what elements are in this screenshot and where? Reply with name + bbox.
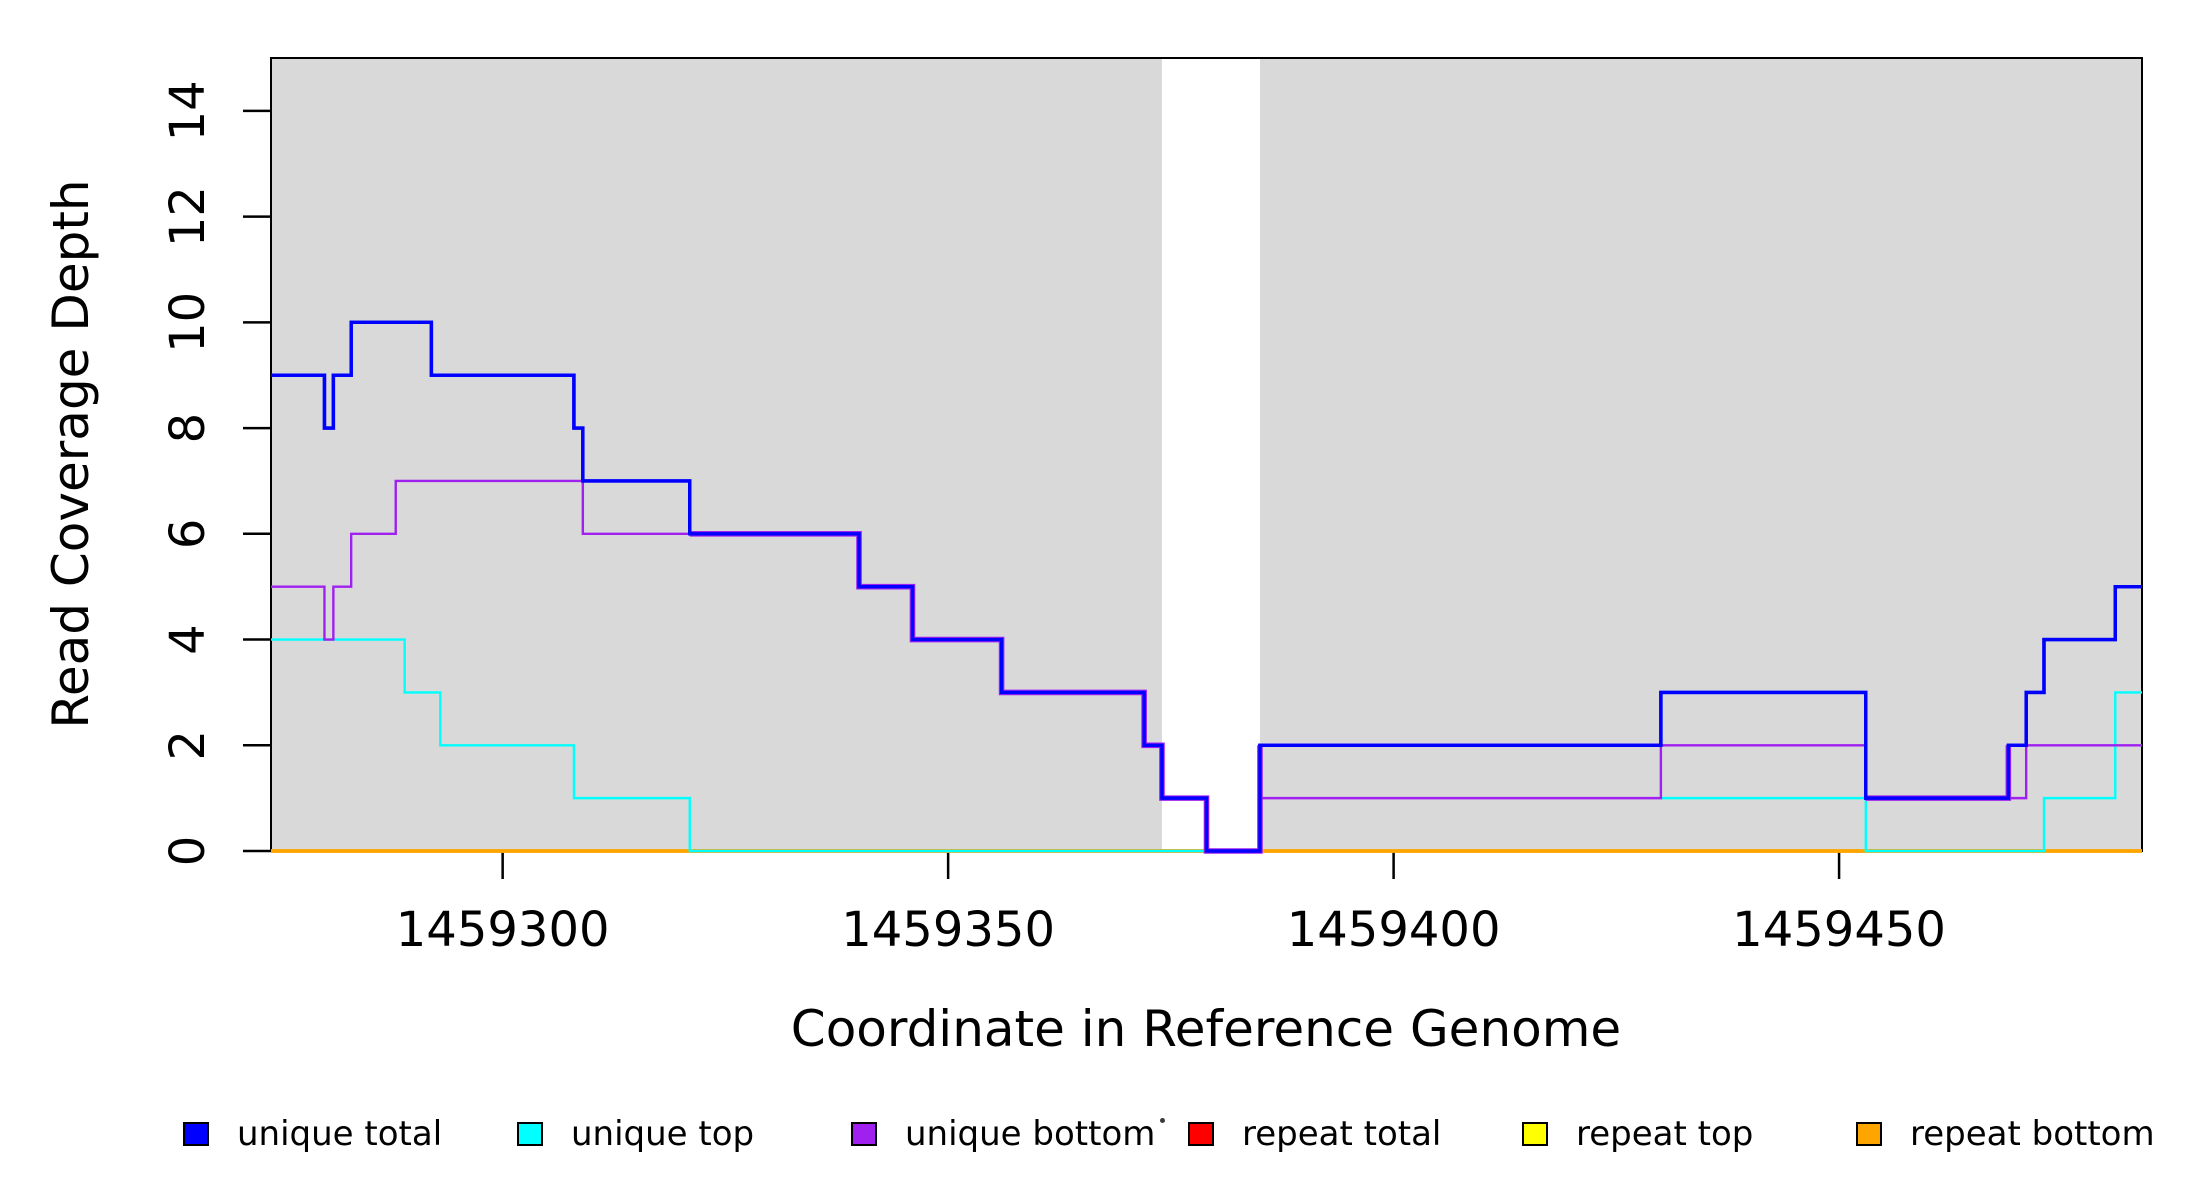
stray-dot: [1160, 1118, 1165, 1123]
amplicon-band: [1259, 58, 2142, 851]
series-unique-top: [271, 638, 1260, 853]
y-tick-label: 12: [160, 186, 216, 247]
series-unique-top: [1660, 691, 2142, 853]
y-tick-label: 10: [160, 292, 216, 353]
amplicon-band: [271, 58, 1162, 851]
y-tick-label: 6: [160, 519, 216, 550]
x-tick-labels: 1459300 1459350 1459400 1459450: [396, 902, 1946, 958]
y-tick-label: 14: [160, 80, 216, 141]
x-tick-label: 1459450: [1732, 902, 1946, 958]
y-tick-label: 8: [160, 413, 216, 444]
x-axis-title: Coordinate in Reference Genome: [791, 1000, 1621, 1058]
x-tick-label: 1459350: [841, 902, 1055, 958]
y-tick-label: 2: [160, 730, 216, 761]
amplicon-bands: [271, 58, 2142, 851]
y-tick-label: 4: [160, 624, 216, 655]
y-tick-label: 0: [160, 836, 216, 867]
series-unique-total: [271, 320, 2142, 853]
x-tick-label: 1459300: [396, 902, 610, 958]
y-tick-labels: 0 2 4 6 8 10 12 14: [160, 80, 216, 866]
x-tick-label: 1459400: [1287, 902, 1501, 958]
axis-ticks: [243, 109, 1841, 879]
coverage-series: [271, 320, 2142, 854]
y-axis-title: Read Coverage Depth: [42, 179, 100, 728]
